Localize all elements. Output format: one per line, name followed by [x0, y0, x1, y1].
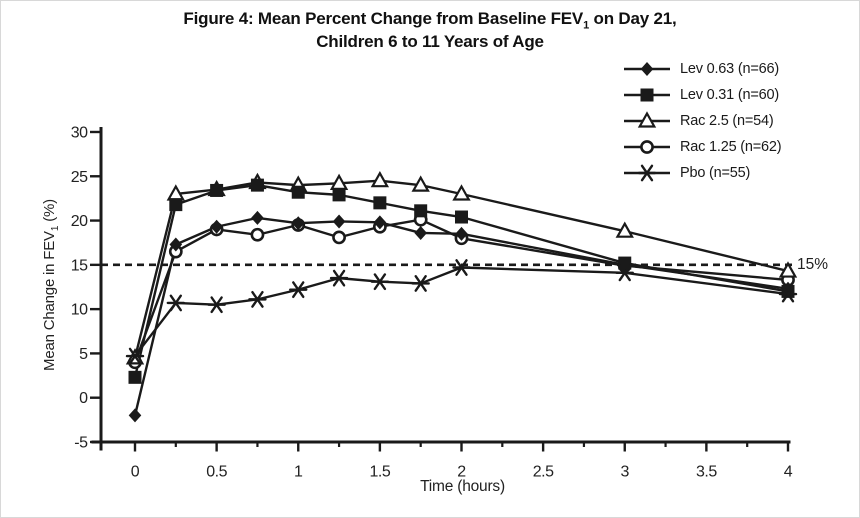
figure-title: Figure 4: Mean Percent Change from Basel…	[1, 7, 859, 53]
x-tick-label: 3.5	[696, 464, 717, 481]
x-tick-label: 2.5	[533, 464, 554, 481]
legend-label: Pbo (n=55)	[680, 164, 751, 181]
y-tick-label: 15	[71, 257, 88, 274]
legend-marker-asterisk	[624, 164, 670, 181]
title-text: on Day 21,	[589, 9, 677, 28]
legend-item: Rac 1.25 (n=62)	[623, 136, 782, 157]
figure-title-line2: Children 6 to 11 Years of Age	[316, 32, 544, 51]
legend-item: Rac 2.5 (n=54)	[623, 110, 781, 131]
y-tick-label: -5	[74, 434, 88, 451]
legend-label: Rac 2.5 (n=54)	[680, 112, 774, 129]
legend-item: Lev 0.31 (n=60)	[623, 84, 781, 105]
legend: Lev 0.63 (n=66) Lev 0.31 (n=60) Rac 2.5 …	[623, 58, 782, 183]
series-line-4	[133, 266, 790, 358]
legend-label: Lev 0.31 (n=60)	[680, 86, 779, 103]
title-text: Figure 4: Mean Percent Change from Basel…	[183, 9, 584, 28]
y-tick-label: 5	[79, 346, 88, 363]
y-axis-label-subscript: 1	[50, 225, 61, 232]
legend-label: Lev 0.63 (n=66)	[680, 60, 779, 77]
x-tick-label: 0	[131, 464, 140, 481]
legend-marker-square	[624, 88, 670, 101]
legend-item: Lev 0.63 (n=66)	[623, 58, 781, 79]
x-tick-label: 2	[457, 464, 466, 481]
series-markers-4	[125, 259, 798, 365]
y-axis-label: Mean Change in FEV1 (%)	[41, 135, 61, 435]
x-tick-label: 1	[294, 464, 303, 481]
x-tick-label: 0.5	[206, 464, 227, 481]
figure-title-line1: Figure 4: Mean Percent Change from Basel…	[1, 7, 859, 32]
y-tick-label: 20	[71, 213, 88, 230]
y-axis-label-text: Mean Change in FEV	[41, 231, 58, 371]
legend-marker-triangle	[624, 110, 670, 128]
legend-label: Rac 1.25 (n=62)	[680, 138, 782, 155]
y-tick-label: 0	[79, 390, 88, 407]
title-subscript: 1	[583, 19, 589, 32]
y-axis-label-text: (%)	[41, 199, 58, 226]
axes: -5 0 5 10 15 20 25 30 0 0.5 1 1.5 2 2.5 3 3.5 4	[71, 124, 794, 481]
legend-marker-diamond	[624, 61, 670, 76]
x-tick-label: 3	[621, 464, 630, 481]
x-tick-label: 4	[784, 464, 793, 481]
series-markers-1	[128, 178, 795, 384]
legend-item: Pbo (n=55)	[623, 162, 781, 183]
threshold-label: 15%	[797, 256, 829, 273]
y-tick-label: 10	[71, 302, 88, 319]
x-tick-label: 1.5	[370, 464, 391, 481]
legend-marker-circle	[624, 139, 670, 154]
x-axis-label: Time (hours)	[420, 478, 505, 495]
y-tick-label: 25	[71, 169, 88, 186]
y-tick-label: 30	[71, 124, 88, 141]
